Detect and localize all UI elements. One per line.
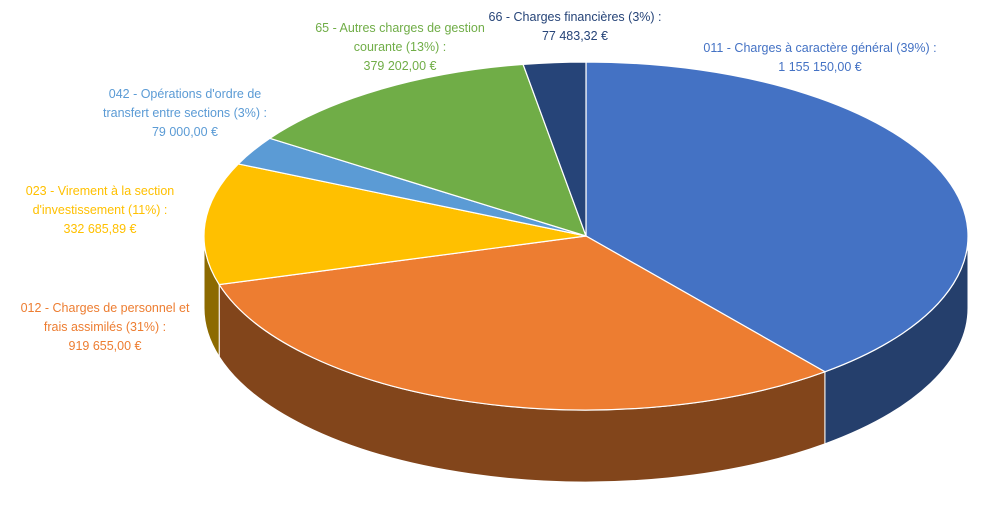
value-label: 1 155 150,00 € (778, 60, 861, 74)
data-label: 042 - Opérations d'ordre de transfert ent… (103, 87, 267, 120)
slice (218, 235, 827, 411)
data-label: 011 - Charges à caractère général (39%) … (703, 41, 936, 55)
value-label: 79 000,00 € (152, 125, 218, 139)
value-label: 332 685,89 € (64, 222, 137, 236)
label-line: 042 - Opérations d'ordre de (109, 87, 262, 101)
label-line: 023 - Virement à la section (26, 184, 175, 198)
value-label: 919 655,00 € (69, 339, 142, 353)
label-line: frais assimilés (31%) : (44, 320, 166, 334)
slice (585, 61, 969, 373)
value-label: 77 483,32 € (542, 29, 608, 43)
slice (203, 163, 587, 286)
label-line: 66 - Charges financières (3%) : (489, 10, 662, 24)
slice (268, 63, 587, 237)
data-label: 012 - Charges de personnel et frais assim… (21, 301, 190, 334)
data-label: 023 - Virement à la section d'investissem… (26, 184, 175, 217)
label-line: 012 - Charges de personnel et (21, 301, 190, 315)
label-line: 65 - Autres charges de gestion (315, 21, 485, 35)
label-line: courante (13%) : (354, 40, 446, 54)
data-label: 65 - Autres charges de gestion courante (… (315, 21, 485, 54)
label-line: transfert entre sections (3%) : (103, 106, 267, 120)
slice (522, 61, 587, 237)
data-label: 66 - Charges financières (3%) : (489, 10, 662, 24)
value-label: 379 202,00 € (364, 59, 437, 73)
label-line: d'investissement (11%) : (33, 203, 168, 217)
label-line: 011 - Charges à caractère général (39%) … (703, 41, 936, 55)
